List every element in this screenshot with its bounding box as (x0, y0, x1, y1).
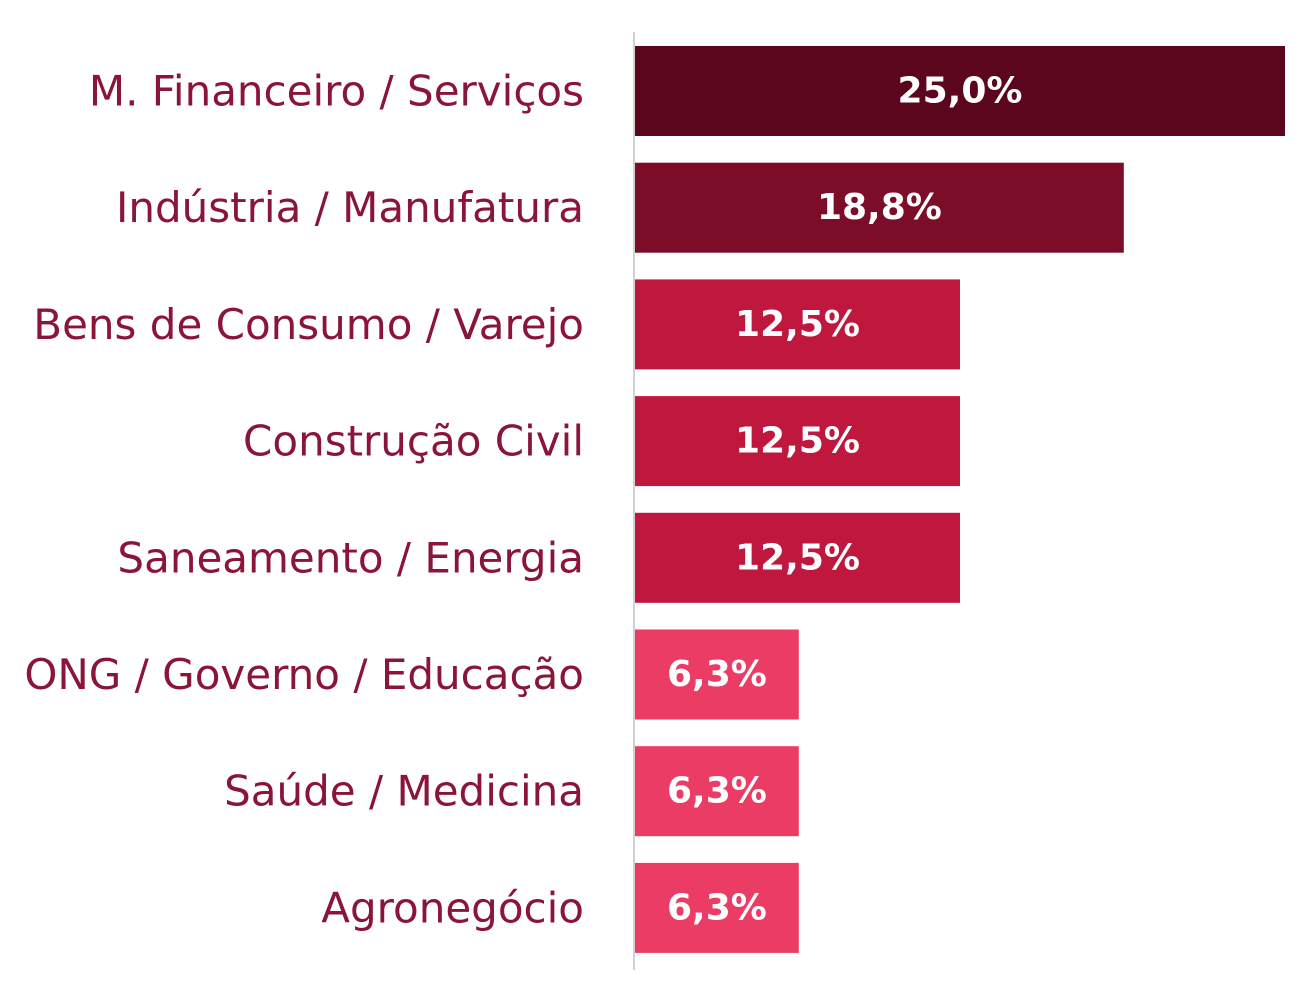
bar-6 (635, 746, 799, 837)
bar-0 (635, 46, 1285, 136)
category-label-6: Saúde / Medicina (224, 767, 584, 816)
value-labels-group: 25,0% 18,8% 12,5% 12,5% 12,5% 6,3% 6,3% 6,3% (667, 71, 1022, 929)
bar-2 (635, 279, 960, 370)
category-labels-group: M. Financeiro / Serviços Indústria / Manu… (24, 67, 584, 933)
category-label-5: ONG / Governo / Educação (24, 650, 584, 699)
bar-7 (635, 862, 799, 953)
category-label-3: Construção Civil (243, 417, 584, 466)
category-label-4: Saneamento / Energia (117, 533, 584, 582)
value-label-4: 12,5% (735, 537, 860, 578)
value-label-3: 12,5% (735, 421, 860, 462)
category-label-2: Bens de Consumo / Varejo (33, 300, 584, 349)
value-label-5: 6,3% (667, 654, 767, 695)
value-label-0: 25,0% (898, 71, 1023, 112)
category-label-1: Indústria / Manufatura (116, 183, 584, 232)
value-label-7: 6,3% (667, 887, 767, 928)
value-label-2: 12,5% (735, 304, 860, 345)
bar-1 (635, 162, 1124, 253)
bar-5 (635, 629, 799, 720)
category-label-7: Agronegócio (321, 883, 584, 932)
bar-3 (635, 396, 960, 487)
bar-4 (635, 512, 960, 603)
bars-group (635, 46, 1285, 953)
value-label-1: 18,8% (817, 187, 942, 228)
category-label-0: M. Financeiro / Serviços (89, 67, 584, 116)
value-label-6: 6,3% (667, 771, 767, 812)
